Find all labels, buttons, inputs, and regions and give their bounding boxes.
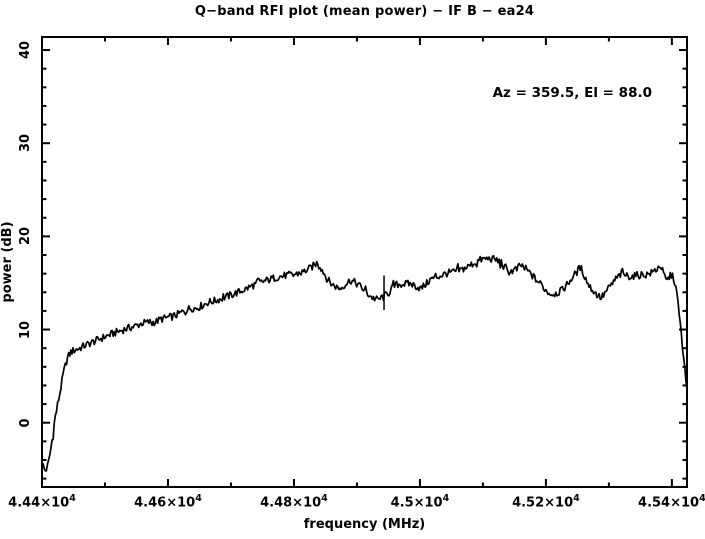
x-tick-label: 4.52×104 [512,493,580,511]
y-tick-label: 40 [18,40,33,60]
y-tick-label: 10 [18,320,33,339]
spectrum-trace [41,254,688,472]
y-tick-label: 20 [18,227,33,246]
x-tick-label: 4.44×104 [8,493,76,511]
plot-title: Q−band RFI plot (mean power) − IF B − ea… [194,4,535,19]
x-tick-label: 4.54×104 [638,493,705,511]
x-tick-label: 4.5×104 [390,493,450,511]
az-el-annotation: Az = 359.5, El = 88.0 [492,85,652,101]
x-tick-label: 4.46×104 [134,493,202,511]
plot-frame [41,36,688,488]
y-tick-label: 30 [18,134,33,153]
y-tick-label: 0 [18,418,33,428]
x-axis-title: frequency (MHz) [303,517,426,532]
x-tick-label: 4.48×104 [260,493,328,511]
